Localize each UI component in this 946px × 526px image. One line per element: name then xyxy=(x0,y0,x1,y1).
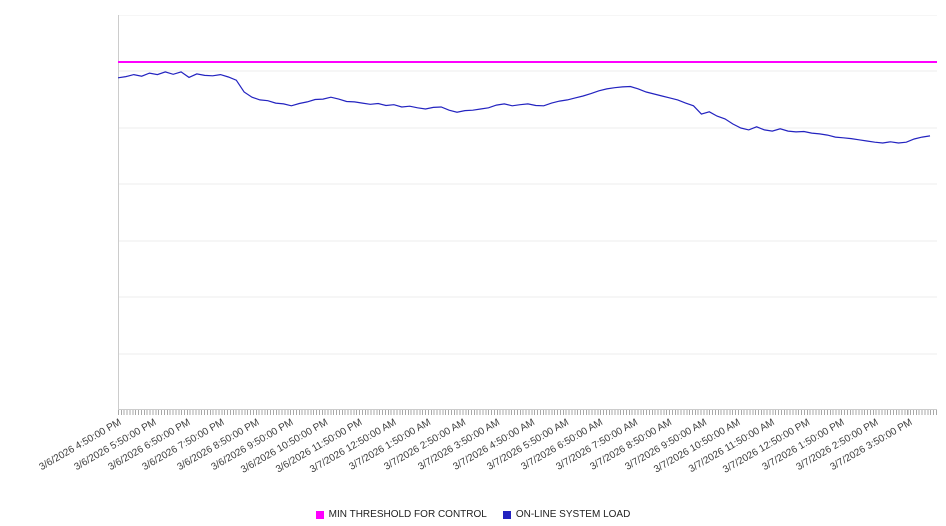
legend-swatch-threshold-icon xyxy=(315,510,324,519)
system-load-line xyxy=(118,71,931,144)
legend: MIN THRESHOLD FOR CONTROL ON-LINE SYSTEM… xyxy=(0,509,946,520)
legend-item-min-threshold[interactable]: MIN THRESHOLD FOR CONTROL xyxy=(315,509,487,520)
legend-label-load: ON-LINE SYSTEM LOAD xyxy=(515,509,631,520)
legend-label-threshold: MIN THRESHOLD FOR CONTROL xyxy=(328,509,487,520)
x-axis-minor-ticks xyxy=(118,410,937,415)
legend-item-system-load[interactable]: ON-LINE SYSTEM LOAD xyxy=(502,509,631,520)
line-chart xyxy=(118,15,937,410)
plot-area xyxy=(118,15,937,410)
legend-swatch-load-icon xyxy=(502,510,511,519)
